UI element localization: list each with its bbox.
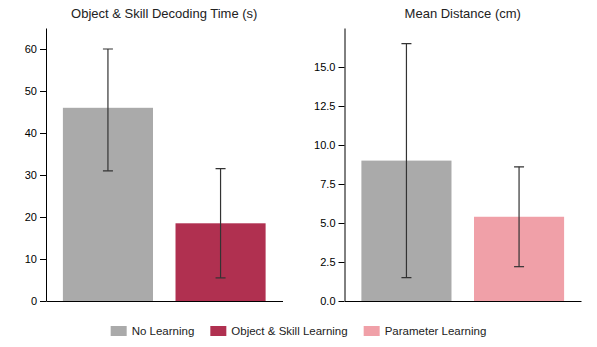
- error-bar: [107, 49, 108, 171]
- error-cap: [514, 166, 524, 167]
- panel: 0 10 20 30 40 50 60 Object & Skill Decoding Tim…: [25, 6, 283, 307]
- y-tick-label: 12.5: [314, 100, 335, 112]
- error-bar: [220, 169, 221, 278]
- error-cap: [103, 170, 113, 171]
- y-tick-label: 60: [25, 43, 37, 55]
- y-tick-mark: [40, 175, 46, 176]
- legend-item: Object & Skill Learning: [210, 325, 347, 337]
- plot-area: [63, 49, 266, 301]
- y-tick-mark: [339, 145, 345, 146]
- y-tick-mark: [40, 49, 46, 50]
- legend-item: No Learning: [111, 325, 195, 337]
- x-axis-line: [345, 301, 582, 302]
- y-tick: 60: [25, 43, 46, 55]
- y-tick-label: 40: [25, 127, 37, 139]
- y-tick: 10.0: [314, 139, 344, 151]
- error-bars: [514, 167, 524, 267]
- y-tick-mark: [339, 223, 345, 224]
- plot-area: [361, 44, 564, 301]
- y-tick-mark: [40, 217, 46, 218]
- y-tick-label: 30: [25, 169, 37, 181]
- y-tick-label: 5.0: [320, 217, 335, 229]
- y-tick-mark: [339, 67, 345, 68]
- legend-swatch: [111, 326, 127, 336]
- y-tick-mark: [40, 91, 46, 92]
- error-cap: [514, 266, 524, 267]
- y-tick: 12.5: [314, 100, 344, 112]
- y-axis-line: [46, 29, 47, 302]
- y-tick-mark: [40, 301, 46, 302]
- legend-swatch: [364, 326, 380, 336]
- error-bars: [216, 169, 226, 278]
- error-cap: [401, 43, 411, 44]
- title: Mean Distance (cm): [405, 6, 521, 21]
- legend-swatch: [210, 326, 226, 336]
- legend-label: Object & Skill Learning: [231, 325, 347, 337]
- y-tick: 0: [31, 295, 46, 307]
- y-tick: 7.5: [320, 178, 344, 190]
- y-tick-label: 0.0: [320, 295, 335, 307]
- legend-item: Parameter Learning: [364, 325, 487, 337]
- y-tick: 15.0: [314, 61, 344, 73]
- y-tick: 40: [25, 127, 46, 139]
- error-bars: [103, 49, 113, 171]
- x-axis: [345, 301, 582, 302]
- title: Object & Skill Decoding Time (s): [71, 6, 257, 21]
- legend: No Learning Object & Skill Learning Parame…: [111, 325, 487, 337]
- y-tick-label: 2.5: [320, 256, 335, 268]
- y-tick-label: 50: [25, 85, 37, 97]
- error-bars: [401, 44, 411, 278]
- y-tick-label: 10.0: [314, 139, 335, 151]
- error-cap: [103, 48, 113, 49]
- error-cap: [216, 168, 226, 169]
- y-tick: 50: [25, 85, 46, 97]
- y-tick-mark: [339, 106, 345, 107]
- panel: 0.0 2.5 5.0 7.5 10.0 12.5 15.0 Mean Distance (c…: [314, 6, 581, 307]
- y-tick-mark: [40, 259, 46, 260]
- y-tick-label: 7.5: [320, 178, 335, 190]
- y-axis: 0 10 20 30 40 50 60: [25, 29, 47, 308]
- y-tick-mark: [339, 262, 345, 263]
- y-tick: 30: [25, 169, 46, 181]
- error-bar: [518, 167, 519, 267]
- y-tick: 10: [25, 253, 46, 265]
- y-tick-label: 20: [25, 211, 37, 223]
- y-tick-label: 15.0: [314, 61, 335, 73]
- legend-label: No Learning: [132, 325, 195, 337]
- y-tick-mark: [339, 184, 345, 185]
- y-axis-line: [345, 29, 346, 302]
- y-tick: 0.0: [320, 295, 344, 307]
- y-tick-label: 0: [31, 295, 37, 307]
- error-cap: [216, 277, 226, 278]
- chart: 0 10 20 30 40 50 60 Object & Skill Decoding Tim…: [0, 0, 597, 347]
- y-tick: 2.5: [320, 256, 344, 268]
- y-tick-mark: [339, 301, 345, 302]
- y-tick-label: 10: [25, 253, 37, 265]
- x-axis: [47, 301, 284, 302]
- y-tick: 20: [25, 211, 46, 223]
- error-bar: [406, 44, 407, 278]
- legend-label: Parameter Learning: [385, 325, 487, 337]
- y-tick: 5.0: [320, 217, 344, 229]
- y-tick-mark: [40, 133, 46, 134]
- x-axis-line: [47, 301, 284, 302]
- y-axis: 0.0 2.5 5.0 7.5 10.0 12.5 15.0: [314, 29, 345, 308]
- error-cap: [401, 277, 411, 278]
